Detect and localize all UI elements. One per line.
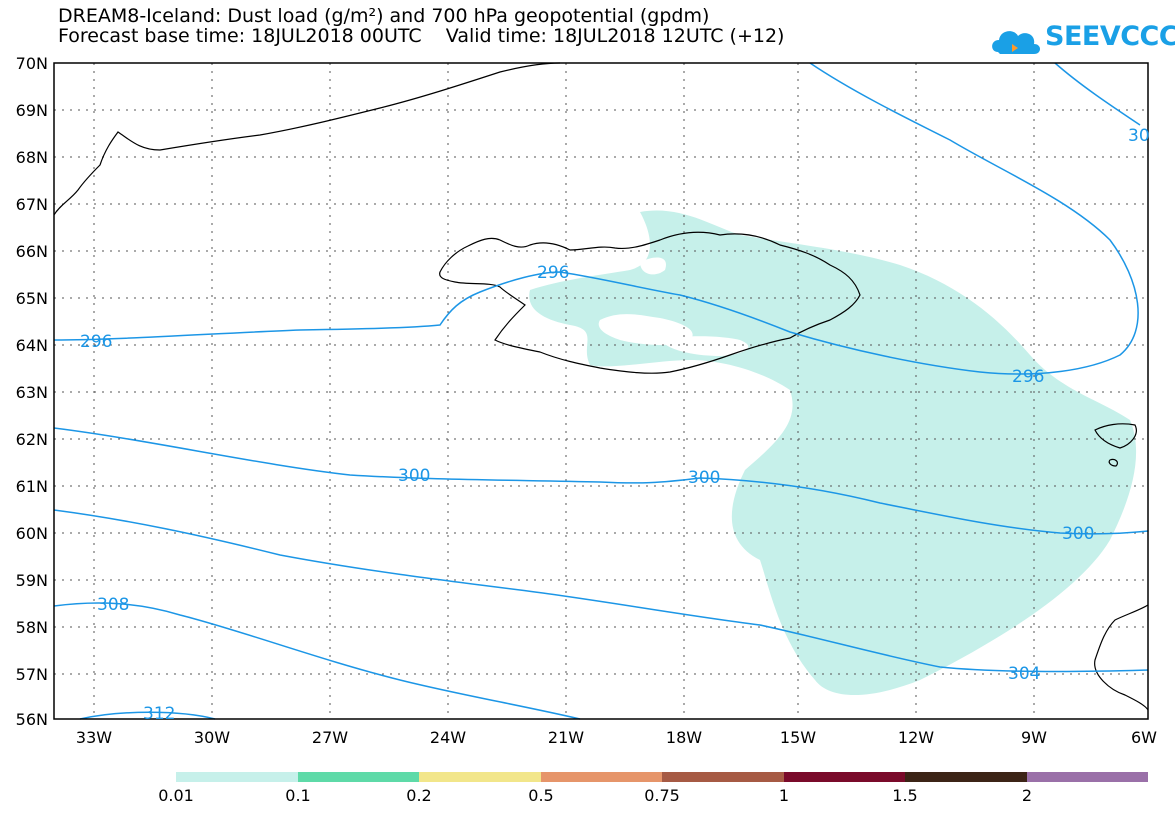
colorbar-label: 0.01 [158,786,194,805]
colorbar-swatch [176,772,298,782]
colorbar-label: 1 [778,786,790,805]
lon-label: 15W [779,728,817,747]
colorbar-label: 0.2 [406,786,432,805]
colorbar-swatch [297,772,419,782]
contour-label: 300 [688,468,721,488]
lat-label: 57N [15,665,48,684]
map-subtitle: Forecast base time: 18JUL2018 00UTC Vali… [58,25,785,47]
coastline [53,62,1149,711]
cloud-icon [992,31,1040,54]
contour-label: 300 [398,466,431,486]
colorbar-swatch [783,772,905,782]
lat-label: 62N [15,430,48,449]
contour-label: 30 [1128,126,1150,146]
contour-label: 304 [1008,664,1041,684]
map-title: DREAM8-Iceland: Dust load (g/m²) and 700… [58,5,710,27]
colorbar-swatch [419,772,541,782]
lat-label: 65N [15,289,48,308]
lon-label: 21W [547,728,585,747]
lat-label: 56N [15,710,48,729]
lon-label: 30W [193,728,231,747]
colorbar-label: 2 [1021,786,1033,805]
colorbar-label: 1.5 [892,786,918,805]
colorbar-label: 0.1 [285,786,311,805]
colorbar-label: 0.75 [644,786,680,805]
contour-label: 308 [97,595,130,615]
lon-label: 18W [665,728,703,747]
grid [54,63,1148,719]
geopotential-contours [53,62,1149,720]
lat-label: 68N [15,148,48,167]
lon-label: 27W [311,728,349,747]
contour-label: 296 [1012,367,1045,387]
colorbar-swatch [905,772,1027,782]
colorbar [176,772,1148,782]
lat-label: 64N [15,336,48,355]
lat-label: 63N [15,383,48,402]
colorbar-swatch [662,772,784,782]
colorbar-swatch [540,772,662,782]
lon-label: 9W [1021,728,1047,747]
lat-label: 67N [15,195,48,214]
lat-label: 58N [15,618,48,637]
lon-label: 12W [897,728,935,747]
lon-label: 24W [429,728,467,747]
lat-label: 70N [15,54,48,73]
contour-label: 312 [143,704,176,724]
lon-label: 6W [1131,728,1157,747]
contour-label: 296 [537,263,570,283]
lat-label: 66N [15,242,48,261]
map-frame [53,62,1149,720]
lon-label: 33W [75,728,113,747]
colorbar-label: 0.5 [528,786,554,805]
lat-label: 59N [15,571,48,590]
lat-label: 60N [15,524,48,543]
contour-label: 296 [80,332,113,352]
lat-label: 61N [15,477,48,496]
contour-label: 300 [1062,524,1095,544]
colorbar-swatch [1026,772,1148,782]
lat-label: 69N [15,101,48,120]
logo-text: SEEVCCC [1045,21,1175,52]
